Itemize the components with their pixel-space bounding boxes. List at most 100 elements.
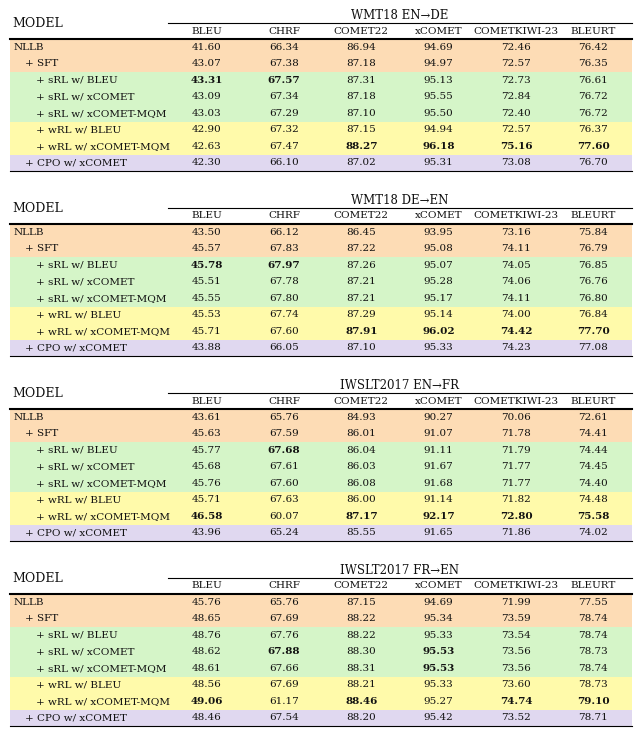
Text: 87.18: 87.18 (346, 59, 376, 68)
Text: 43.88: 43.88 (192, 343, 221, 352)
Text: 71.99: 71.99 (501, 598, 531, 607)
Text: + sRL w/ xCOMET: + sRL w/ xCOMET (36, 92, 134, 101)
Text: BLEU: BLEU (191, 396, 222, 405)
Text: 71.77: 71.77 (501, 479, 531, 488)
Text: COMETKIWI-23: COMETKIWI-23 (474, 212, 559, 221)
Text: 86.03: 86.03 (346, 462, 376, 471)
Text: 87.17: 87.17 (345, 512, 378, 521)
Text: 76.72: 76.72 (579, 92, 608, 101)
Text: IWSLT2017 EN→FR: IWSLT2017 EN→FR (340, 379, 460, 392)
Text: 94.97: 94.97 (424, 59, 454, 68)
Text: 43.31: 43.31 (191, 76, 223, 85)
Text: + SFT: + SFT (25, 59, 58, 68)
Text: 74.45: 74.45 (579, 462, 608, 471)
Text: + wRL w/ xCOMET-MQM: + wRL w/ xCOMET-MQM (36, 697, 170, 706)
Text: 67.38: 67.38 (269, 59, 299, 68)
Text: 67.29: 67.29 (269, 109, 299, 118)
Bar (10, 660, 632, 677)
Text: 67.78: 67.78 (269, 277, 299, 287)
Bar (10, 643, 632, 660)
Text: 67.83: 67.83 (269, 244, 299, 253)
Text: 88.22: 88.22 (346, 631, 376, 640)
Text: 78.73: 78.73 (579, 680, 608, 689)
Text: + sRL w/ xCOMET-MQM: + sRL w/ xCOMET-MQM (36, 479, 166, 488)
Text: 87.15: 87.15 (346, 598, 376, 607)
Text: WMT18 DE→EN: WMT18 DE→EN (351, 194, 449, 207)
Text: 71.77: 71.77 (501, 462, 531, 471)
Text: 45.51: 45.51 (192, 277, 221, 287)
Text: 76.35: 76.35 (579, 59, 608, 68)
Text: 75.16: 75.16 (500, 142, 532, 150)
Text: 94.94: 94.94 (424, 125, 454, 135)
Text: 70.06: 70.06 (501, 413, 531, 422)
Text: 43.61: 43.61 (192, 413, 221, 422)
Text: 86.04: 86.04 (346, 446, 376, 455)
Text: 48.76: 48.76 (192, 631, 221, 640)
Text: + sRL w/ BLEU: + sRL w/ BLEU (36, 446, 118, 455)
Bar (10, 105, 632, 122)
Text: 72.57: 72.57 (501, 125, 531, 135)
Text: 88.20: 88.20 (346, 713, 376, 722)
Text: 75.58: 75.58 (577, 512, 609, 521)
Text: 77.60: 77.60 (577, 142, 610, 150)
Text: 67.69: 67.69 (269, 680, 299, 689)
Text: + wRL w/ xCOMET-MQM: + wRL w/ xCOMET-MQM (36, 327, 170, 336)
Text: BLEURT: BLEURT (571, 26, 616, 36)
Text: NLLB: NLLB (14, 413, 45, 422)
Bar (10, 88, 632, 105)
Text: 87.22: 87.22 (346, 244, 376, 253)
Bar (10, 426, 632, 442)
Text: 77.70: 77.70 (577, 327, 610, 336)
Text: 78.74: 78.74 (579, 614, 608, 623)
Text: 72.73: 72.73 (501, 76, 531, 85)
Text: 95.33: 95.33 (424, 631, 454, 640)
Text: 87.21: 87.21 (346, 294, 376, 302)
Text: 76.76: 76.76 (579, 277, 608, 287)
Text: 66.05: 66.05 (269, 343, 299, 352)
Text: 48.56: 48.56 (192, 680, 221, 689)
Text: 87.10: 87.10 (346, 343, 376, 352)
Bar (10, 709, 632, 726)
Text: 45.68: 45.68 (192, 462, 221, 471)
Text: 45.55: 45.55 (192, 294, 221, 302)
Text: 88.21: 88.21 (346, 680, 376, 689)
Bar (10, 475, 632, 491)
Bar (10, 458, 632, 475)
Text: 78.71: 78.71 (579, 713, 608, 722)
Text: NLLB: NLLB (14, 228, 45, 237)
Text: 45.76: 45.76 (192, 598, 221, 607)
Text: 41.60: 41.60 (192, 43, 221, 51)
Text: 43.03: 43.03 (192, 109, 221, 118)
Text: 61.17: 61.17 (269, 697, 299, 706)
Text: 72.61: 72.61 (579, 413, 608, 422)
Text: xCOMET: xCOMET (415, 581, 463, 590)
Text: 66.34: 66.34 (269, 43, 299, 51)
Text: 71.82: 71.82 (501, 495, 531, 504)
Bar (10, 409, 632, 426)
Bar (10, 339, 632, 356)
Text: + CPO w/ xCOMET: + CPO w/ xCOMET (25, 713, 127, 722)
Text: 49.06: 49.06 (191, 697, 223, 706)
Text: 94.69: 94.69 (424, 598, 454, 607)
Text: COMET22: COMET22 (334, 212, 389, 221)
Text: + sRL w/ xCOMET: + sRL w/ xCOMET (36, 647, 134, 656)
Text: CHRF: CHRF (268, 212, 300, 221)
Text: 84.93: 84.93 (346, 413, 376, 422)
Text: xCOMET: xCOMET (415, 26, 463, 36)
Text: 43.09: 43.09 (192, 92, 221, 101)
Text: + wRL w/ BLEU: + wRL w/ BLEU (36, 495, 121, 504)
Text: 87.91: 87.91 (345, 327, 378, 336)
Text: 74.44: 74.44 (579, 446, 608, 455)
Text: 67.60: 67.60 (269, 327, 299, 336)
Text: + sRL w/ xCOMET-MQM: + sRL w/ xCOMET-MQM (36, 109, 166, 118)
Text: 86.45: 86.45 (346, 228, 376, 237)
Bar (10, 138, 632, 154)
Text: + SFT: + SFT (25, 614, 58, 623)
Text: 96.02: 96.02 (422, 327, 455, 336)
Text: 74.23: 74.23 (501, 343, 531, 352)
Text: 74.74: 74.74 (500, 697, 532, 706)
Text: CHRF: CHRF (268, 26, 300, 36)
Text: 95.07: 95.07 (424, 261, 454, 270)
Text: 73.52: 73.52 (501, 713, 531, 722)
Text: 43.50: 43.50 (192, 228, 221, 237)
